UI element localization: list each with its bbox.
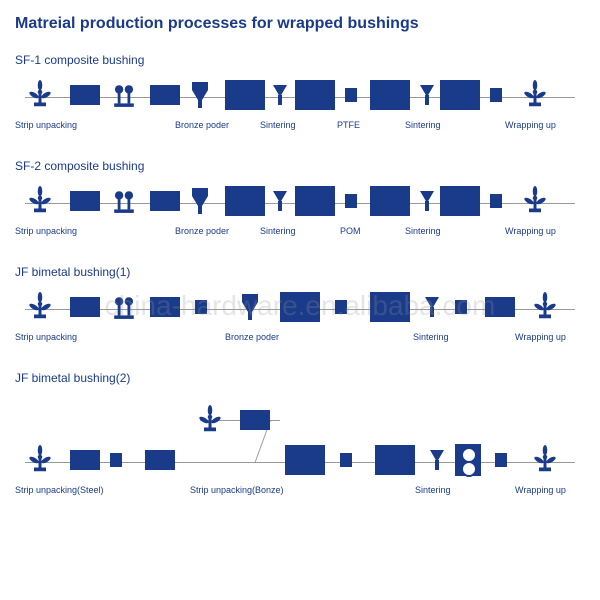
process-step	[70, 75, 100, 115]
process-step	[25, 287, 55, 327]
step-label: Strip unpacking	[15, 120, 77, 130]
step-label: PTFE	[337, 120, 360, 130]
process-step	[295, 181, 335, 221]
process-section: SF-1 composite bushing Strip unpacking Br…	[15, 53, 585, 134]
process-step	[430, 440, 444, 480]
process-section: JF bimetal bushing(2) Strip unpacking(St…	[15, 371, 585, 499]
process-step	[345, 181, 357, 221]
step-label: Strip unpacking(Steel)	[15, 485, 104, 495]
process-step	[225, 181, 265, 221]
process-step	[195, 287, 207, 327]
step-label: Strip unpacking(Bonze)	[190, 485, 284, 495]
process-step	[440, 181, 480, 221]
process-subtitle: SF-2 composite bushing	[15, 159, 585, 173]
step-label: Sintering	[405, 226, 441, 236]
process-step	[370, 75, 410, 115]
process-step	[295, 75, 335, 115]
process-subtitle: JF bimetal bushing(1)	[15, 265, 585, 279]
step-label: Sintering	[405, 120, 441, 130]
process-step	[110, 287, 138, 327]
process-step	[70, 440, 100, 480]
process-step	[273, 181, 287, 221]
process-step	[455, 440, 481, 480]
step-label: Wrapping up	[515, 485, 566, 495]
process-step	[495, 440, 507, 480]
process-step	[420, 181, 434, 221]
step-label: Sintering	[260, 226, 296, 236]
process-step	[150, 287, 180, 327]
process-subtitle: SF-1 composite bushing	[15, 53, 585, 67]
process-step	[425, 287, 439, 327]
step-label: Strip unpacking	[15, 226, 77, 236]
process-step	[70, 181, 100, 221]
process-section: JF bimetal bushing(1) Strip unpacking Bro…	[15, 265, 585, 346]
process-step	[110, 440, 122, 480]
step-label: POM	[340, 226, 361, 236]
step-label: Bronze poder	[225, 332, 279, 342]
step-label: Sintering	[415, 485, 451, 495]
step-label: Wrapping up	[505, 226, 556, 236]
process-step	[25, 75, 55, 115]
process-step	[190, 181, 210, 221]
process-step	[340, 440, 352, 480]
step-label: Sintering	[260, 120, 296, 130]
process-step	[110, 75, 138, 115]
process-step	[285, 440, 325, 480]
process-step	[190, 75, 210, 115]
step-label: Strip unpacking	[15, 332, 77, 342]
process-step	[490, 181, 502, 221]
process-step	[375, 440, 415, 480]
process-step	[273, 75, 287, 115]
process-step	[280, 287, 320, 327]
process-subtitle: JF bimetal bushing(2)	[15, 371, 585, 385]
step-label: Wrapping up	[505, 120, 556, 130]
step-label: Sintering	[413, 332, 449, 342]
step-label: Bronze poder	[175, 226, 229, 236]
process-step	[440, 75, 480, 115]
step-label: Bronze poder	[175, 120, 229, 130]
process-step	[145, 440, 175, 480]
process-step	[370, 287, 410, 327]
process-step	[110, 181, 138, 221]
process-step	[420, 75, 434, 115]
process-step	[520, 181, 550, 221]
process-step	[520, 75, 550, 115]
process-step	[150, 181, 180, 221]
process-step	[195, 400, 225, 440]
process-step	[150, 75, 180, 115]
page-title: Matreial production processes for wrappe…	[15, 15, 585, 33]
process-step	[345, 75, 357, 115]
process-step	[485, 287, 515, 327]
process-step	[70, 287, 100, 327]
process-step	[335, 287, 347, 327]
process-step	[530, 440, 560, 480]
process-step	[225, 75, 265, 115]
step-label: Wrapping up	[515, 332, 566, 342]
process-step	[25, 440, 55, 480]
process-step	[530, 287, 560, 327]
process-step	[370, 181, 410, 221]
process-section: SF-2 composite bushing Strip unpacking Br…	[15, 159, 585, 240]
process-step	[25, 181, 55, 221]
process-step	[490, 75, 502, 115]
process-step	[240, 400, 270, 440]
process-step	[240, 287, 260, 327]
process-step	[455, 287, 467, 327]
